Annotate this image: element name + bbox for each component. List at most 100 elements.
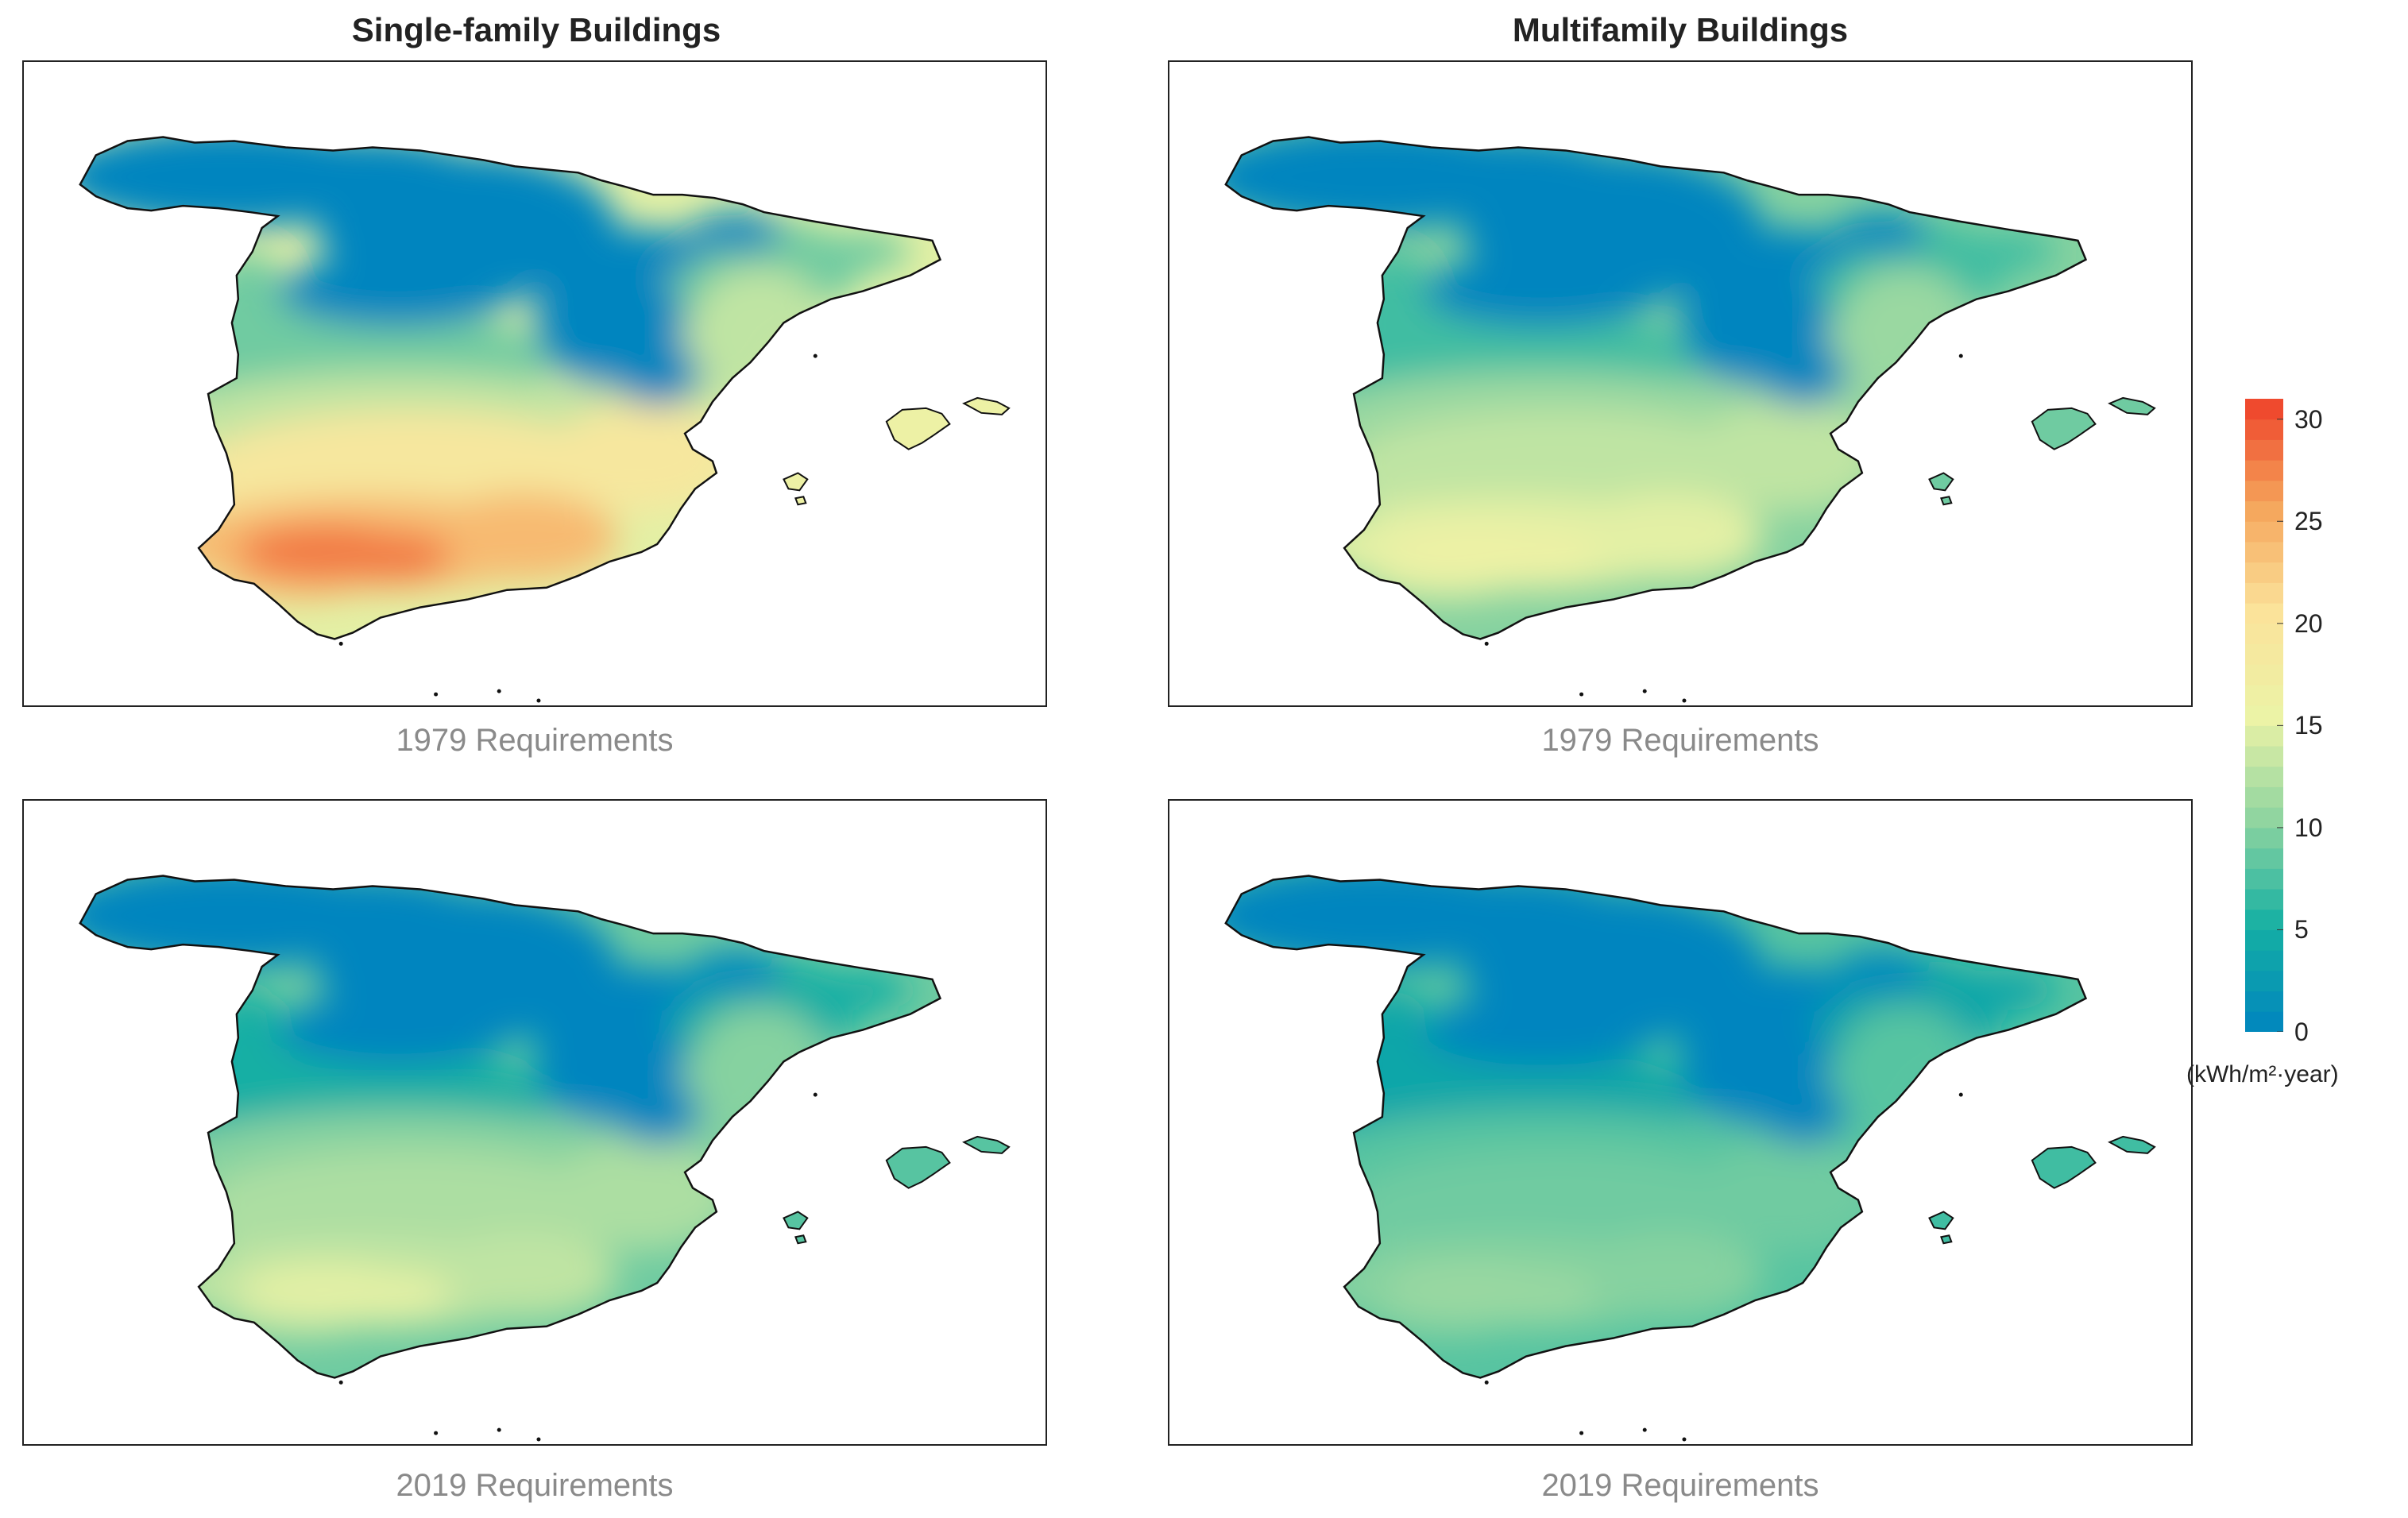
island-formentera <box>794 496 807 506</box>
heat-zone-upper <box>815 970 910 1010</box>
heat-zone-north <box>277 994 516 1066</box>
heat-zone-south <box>1573 492 1764 580</box>
colorbar-band <box>2245 929 2283 951</box>
colorbar-band <box>2245 521 2283 543</box>
map-svg <box>79 875 1011 1442</box>
colorbar-band <box>2245 500 2283 522</box>
heat-zone-southcore <box>325 532 452 580</box>
heat-zone-upper <box>815 231 910 272</box>
heat-zone-mid <box>696 267 824 363</box>
map-svg <box>1224 136 2156 703</box>
colorbar-band <box>2245 848 2283 869</box>
islet-dot <box>497 689 501 693</box>
colorbar-band <box>2245 541 2283 563</box>
island-ibiza <box>783 1211 809 1230</box>
colorbar-band <box>2245 603 2283 624</box>
heat-zone-upper <box>1344 990 1440 1133</box>
colorbar-band <box>2245 1011 2283 1032</box>
heat-zone-upper <box>1344 251 1440 394</box>
caption-multifamily-2019: 2019 Requirements <box>1541 1468 1819 1503</box>
heat-zone-north <box>613 1081 701 1145</box>
colorbar-band <box>2245 889 2283 910</box>
colorbar-band <box>2245 419 2283 440</box>
heat-zone-upper <box>1961 231 2056 272</box>
colorbar-band <box>2245 439 2283 461</box>
heat-zone-north <box>1834 212 1930 252</box>
islet-dot <box>497 1427 501 1432</box>
colorbar-band <box>2245 399 2283 420</box>
colorbar-band <box>2245 991 2283 1012</box>
colorbar-band <box>2245 664 2283 686</box>
heat-zone-southcore <box>325 1271 452 1319</box>
island-menorca <box>2108 1135 2156 1154</box>
map-svg <box>1224 875 2156 1442</box>
colorbar-tick-label: 5 <box>2294 915 2309 944</box>
caption-multifamily-1979: 1979 Requirements <box>1541 723 1819 758</box>
island-mallorca <box>885 407 951 450</box>
colorbar-tick-label: 20 <box>2294 608 2323 638</box>
heat-zone-south <box>1573 1231 1764 1319</box>
colorbar-tick-label: 0 <box>2294 1018 2309 1046</box>
map-panel-multifamily-2019 <box>1168 799 2193 1446</box>
heat-zone-north <box>689 951 784 991</box>
island-formentera <box>1940 496 1953 506</box>
heat-zone-north <box>578 966 705 1014</box>
colorbar-band <box>2245 827 2283 849</box>
map-panel-single-family-1979 <box>22 60 1047 707</box>
islet-dot <box>1484 641 1489 646</box>
heat-zone-mid <box>696 1006 824 1102</box>
column-title-single-family: Single-family Buildings <box>351 11 721 48</box>
heat-zone-north <box>238 875 492 963</box>
colorbar-tick-label: 10 <box>2294 813 2323 842</box>
mainland-outline <box>1224 136 2088 640</box>
heat-zone-upper <box>199 251 294 394</box>
colorbar-band <box>2245 970 2283 992</box>
mainland-heat-field <box>79 137 941 639</box>
heat-zone-north <box>578 227 705 276</box>
map-panel-single-family-2019 <box>22 799 1047 1446</box>
colorbar-unit-label: (kWh/m²·year) <box>2186 1061 2339 1087</box>
column-title-multifamily: Multifamily Buildings <box>1512 11 1849 48</box>
islet-dot <box>1642 689 1647 693</box>
islet-dot <box>1484 1380 1489 1385</box>
colorbar-band <box>2245 623 2283 645</box>
heat-zone-mid <box>1842 267 1969 363</box>
island-menorca <box>962 1135 1011 1154</box>
heat-zone-north <box>1383 875 1637 963</box>
mainland-outline <box>79 136 942 640</box>
colorbar-band <box>2245 786 2283 808</box>
islet-dot <box>434 692 439 697</box>
colorbar-band <box>2245 582 2283 604</box>
island-formentera <box>1940 1234 1953 1245</box>
heat-zone-southcore <box>1471 532 1598 580</box>
islet-dot <box>536 698 541 703</box>
island-ibiza <box>1928 1211 1954 1230</box>
colorbar-tick-label: 15 <box>2294 711 2323 740</box>
islet-dot <box>338 641 343 646</box>
heat-zone-north <box>277 255 516 327</box>
heat-zone-north <box>1423 255 1661 327</box>
islet-dot <box>1682 698 1687 703</box>
islet-dot <box>813 1092 817 1097</box>
colorbar-band <box>2245 725 2283 747</box>
colorbar-band <box>2245 562 2283 583</box>
islet-dot <box>1642 1427 1647 1432</box>
colorbar-band <box>2245 480 2283 502</box>
islet-dot <box>1579 1431 1584 1435</box>
island-ibiza <box>1928 472 1954 492</box>
heat-zone-north <box>1723 966 1850 1014</box>
heat-zone-upper <box>199 990 294 1133</box>
islet-dot <box>536 1437 541 1442</box>
heat-zone-north <box>1423 994 1661 1066</box>
colorbar-band <box>2245 909 2283 930</box>
heat-zone-north <box>1759 342 1846 406</box>
heat-zone-upper <box>1961 970 2056 1010</box>
mainland-outline <box>1224 875 2088 1379</box>
islet-dot <box>1958 353 1963 358</box>
island-menorca <box>2108 396 2156 415</box>
caption-single-family-1979: 1979 Requirements <box>396 723 674 758</box>
mainland-heat-field <box>1225 875 2086 1378</box>
map-svg <box>79 136 1011 703</box>
heat-zone-north <box>1834 951 1930 991</box>
islet-dot <box>338 1380 343 1385</box>
